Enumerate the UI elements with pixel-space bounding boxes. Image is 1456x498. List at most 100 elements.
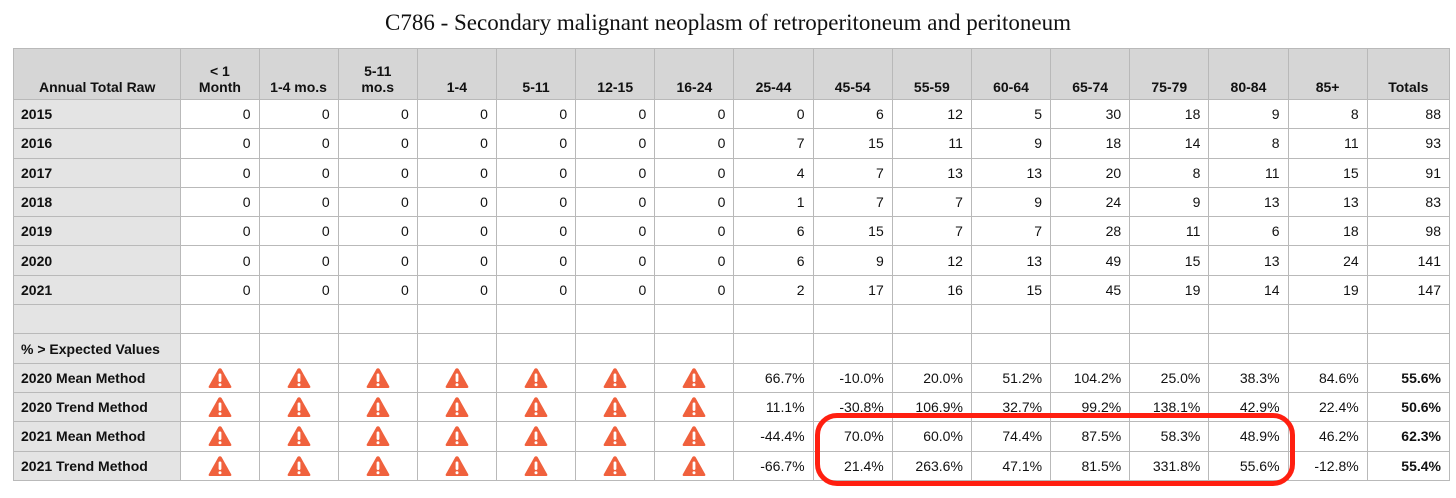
value-cell: 30: [1050, 98, 1131, 130]
empty-cell: [891, 304, 972, 335]
warning-cell: [337, 391, 418, 423]
warning-triangle-icon: [208, 368, 232, 388]
empty-cell: [1208, 304, 1289, 335]
value-cell: 0: [654, 157, 735, 188]
value-cell: 0: [416, 274, 497, 306]
warning-triangle-icon: [287, 426, 310, 447]
warning-cell: [416, 391, 497, 423]
percent-cell: 51.2%: [970, 362, 1052, 393]
column-header: 25-44: [733, 48, 814, 100]
warning-triangle-icon: [682, 455, 706, 476]
value-cell: 18: [1050, 128, 1131, 159]
value-cell: 11: [1208, 157, 1289, 188]
value-cell: 12: [891, 98, 972, 130]
empty-cell: [416, 304, 497, 335]
column-header: 85+: [1287, 48, 1368, 100]
percent-cell: 106.9%: [891, 391, 972, 423]
empty-cell: [812, 304, 893, 335]
value-cell: 15: [812, 216, 893, 247]
warning-triangle-icon: [445, 368, 469, 388]
table-row: 2020 Mean Method 66.7% -10.0% 20.0% 51.2% 104…: [12, 362, 1451, 393]
table-row: 2016 0 0 0 0 0 0 0 7 15 11 9 18 14 8 11 93: [12, 128, 1451, 159]
total-cell: 93: [1366, 128, 1451, 159]
warning-cell: [180, 391, 260, 423]
empty-cell: [733, 304, 814, 335]
warning-triangle-icon: [603, 368, 627, 388]
value-cell: 1: [733, 186, 814, 218]
warning-cell: [180, 450, 260, 481]
column-header: < 1 Month: [180, 48, 260, 100]
value-cell: 15: [970, 274, 1052, 306]
empty-cell: [495, 304, 577, 335]
value-cell: 19: [1129, 274, 1210, 306]
value-cell: 0: [495, 274, 577, 306]
empty-cell: [654, 304, 735, 335]
value-cell: 11: [1287, 128, 1368, 159]
row-label: 2020: [12, 245, 182, 276]
percent-cell: -44.4%: [733, 421, 814, 452]
value-cell: 8: [1287, 98, 1368, 130]
warning-cell: [654, 362, 735, 393]
value-cell: 0: [654, 186, 735, 218]
table-row: 2021 Trend Method -66.7% 21.4% 263.6% 47.1% 8…: [12, 450, 1451, 481]
value-cell: 17: [812, 274, 893, 306]
row-label: 2021 Trend Method: [12, 450, 182, 481]
value-cell: 9: [1129, 186, 1210, 218]
warning-cell: [495, 391, 577, 423]
value-cell: 0: [654, 98, 735, 130]
value-cell: 6: [812, 98, 893, 130]
value-cell: 13: [891, 157, 972, 188]
percent-cell: -12.8%: [1287, 450, 1368, 481]
spacer-row: [12, 304, 1451, 335]
value-cell: 0: [495, 157, 577, 188]
section-row: % > Expected Values: [12, 333, 1451, 364]
warning-cell: [575, 391, 656, 423]
warning-triangle-icon: [366, 397, 390, 418]
total-cell: 141: [1366, 245, 1451, 276]
column-header-text: 85+: [1315, 79, 1340, 95]
row-label: 2020 Mean Method: [12, 362, 182, 393]
column-header-text: 55-59: [913, 79, 950, 95]
column-header: 60-64: [970, 48, 1052, 100]
value-cell: 0: [258, 216, 339, 247]
empty-cell: [812, 333, 893, 364]
value-cell: 0: [180, 216, 260, 247]
warning-cell: [337, 362, 418, 393]
warning-cell: [495, 450, 577, 481]
column-header-text: 80-84: [1230, 79, 1267, 95]
warning-triangle-icon: [366, 455, 390, 476]
empty-cell: [337, 304, 418, 335]
value-cell: 0: [416, 157, 497, 188]
percent-cell: 38.3%: [1208, 362, 1289, 393]
percent-cell: -30.8%: [812, 391, 893, 423]
warning-triangle-icon: [524, 455, 548, 476]
value-cell: 0: [180, 245, 260, 276]
value-cell: 6: [1208, 216, 1289, 247]
percent-cell: 99.2%: [1050, 391, 1131, 423]
row-label: 2021 Mean Method: [12, 421, 182, 452]
empty-cell: [180, 333, 260, 364]
value-cell: 0: [337, 128, 418, 159]
column-header-text: 45-54: [834, 79, 871, 95]
value-cell: 0: [258, 245, 339, 276]
total-cell: 98: [1366, 216, 1451, 247]
warning-cell: [416, 421, 497, 452]
page-title: C786 - Secondary malignant neoplasm of r…: [385, 10, 1071, 35]
value-cell: 7: [891, 216, 972, 247]
warning-triangle-icon: [287, 368, 310, 388]
value-cell: 45: [1050, 274, 1131, 306]
column-header: 75-79: [1129, 48, 1210, 100]
row-label: 2019: [12, 216, 182, 247]
column-header: 5-11 mo.s: [337, 48, 418, 100]
empty-cell: [1366, 304, 1451, 335]
empty-cell: [1287, 304, 1368, 335]
value-cell: 0: [495, 128, 577, 159]
value-cell: 0: [258, 157, 339, 188]
value-cell: 4: [733, 157, 814, 188]
value-cell: 15: [812, 128, 893, 159]
empty-cell: [575, 333, 656, 364]
value-cell: 0: [575, 98, 656, 130]
warning-cell: [258, 362, 339, 393]
value-cell: 0: [654, 274, 735, 306]
warning-cell: [337, 421, 418, 452]
